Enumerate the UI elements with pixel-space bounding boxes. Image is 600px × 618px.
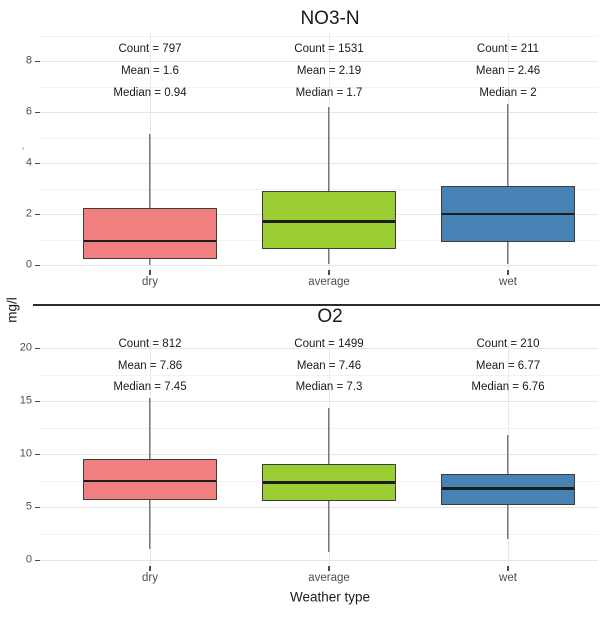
gridline-major xyxy=(40,111,598,113)
gridline-minor xyxy=(40,427,598,429)
y-tick-label: 0 xyxy=(25,553,32,566)
gridline-major xyxy=(40,264,598,266)
annotation-mean-o2-dry: Mean = 7.86 xyxy=(117,359,183,372)
panel-separator-line xyxy=(33,304,600,306)
y-tick-label: 4 xyxy=(25,156,32,169)
boxplot-box-dry xyxy=(83,459,217,500)
y-tick-label: 10 xyxy=(19,447,32,460)
category-label-average: average xyxy=(308,276,350,288)
gridline-minor xyxy=(40,86,598,88)
y-axis-tick xyxy=(34,111,40,113)
y-tick-label: 5 xyxy=(25,500,32,513)
whisker-dry xyxy=(149,133,151,265)
median-line-wet xyxy=(442,212,574,216)
category-label-average: average xyxy=(308,572,350,584)
annotation-count-o2-average: Count = 1499 xyxy=(294,338,364,350)
y-axis-tick xyxy=(34,506,40,508)
panel-title-no3n: NO3-N xyxy=(300,8,360,29)
x-axis-tick xyxy=(149,270,151,275)
boxplot-box-dry xyxy=(83,207,217,260)
x-axis-title: Weather type xyxy=(289,589,371,605)
y-tick-label: 20 xyxy=(19,341,32,354)
gridline-minor xyxy=(40,137,598,139)
gridline-minor xyxy=(40,188,598,190)
gridline-major xyxy=(40,453,598,455)
annotation-median-o2-dry: Median = 7.45 xyxy=(113,381,187,393)
gridline-major xyxy=(40,347,598,349)
median-line-dry xyxy=(84,239,216,243)
gridline-major xyxy=(40,506,598,508)
median-line-wet xyxy=(442,487,574,490)
whisker-wet xyxy=(507,104,509,265)
gridline-minor xyxy=(40,35,598,37)
annotation-median-no3n-wet: Median = 2 xyxy=(479,87,537,99)
x-axis-tick xyxy=(507,270,509,275)
y-tick-label: 8 xyxy=(25,54,32,67)
annotation-count-no3n-wet: Count = 211 xyxy=(476,43,540,55)
x-axis-tick xyxy=(149,566,151,571)
annotation-count-no3n-average: Count = 1531 xyxy=(294,43,364,55)
y-axis-title: mg/l xyxy=(4,297,20,323)
median-line-average xyxy=(263,220,395,223)
gridline-major xyxy=(40,162,598,164)
annotation-median-o2-average: Median = 7.3 xyxy=(295,381,363,393)
y-tick-label: 15 xyxy=(19,394,32,407)
gridline-major xyxy=(40,60,598,62)
median-line-dry xyxy=(84,479,216,483)
y-axis-tick xyxy=(34,264,40,266)
annotation-mean-o2-wet: Mean = 6.77 xyxy=(475,359,541,372)
gridline-major xyxy=(40,400,598,402)
y-axis-tick xyxy=(34,453,40,455)
annotation-median-no3n-average: Median = 1.7 xyxy=(295,87,363,99)
y-axis-tick xyxy=(34,162,40,164)
gridline-major xyxy=(40,559,598,561)
panel-title-o2: O2 xyxy=(317,306,343,327)
annotation-count-o2-dry: Count = 812 xyxy=(118,338,182,350)
gridline-minor xyxy=(40,374,598,376)
category-label-dry: dry xyxy=(142,276,158,288)
whisker-average xyxy=(328,106,330,265)
annotation-count-o2-wet: Count = 210 xyxy=(476,338,540,350)
annotation-count-no3n-dry: Count = 797 xyxy=(118,43,182,55)
annotation-median-o2-wet: Median = 6.76 xyxy=(471,381,545,393)
y-tick-label: 2 xyxy=(25,207,32,220)
y-tick-label: 0 xyxy=(25,258,32,271)
y-axis-tick xyxy=(34,347,40,349)
stray-quote-mark: ' xyxy=(22,146,25,158)
y-axis-tick xyxy=(34,400,40,402)
x-axis-tick xyxy=(328,270,330,275)
gridline-minor xyxy=(40,533,598,535)
median-line-average xyxy=(263,481,395,484)
annotation-mean-no3n-average: Mean = 2.19 xyxy=(296,65,362,77)
y-axis-tick xyxy=(34,213,40,215)
boxplot-box-average xyxy=(262,191,396,250)
annotation-mean-no3n-dry: Mean = 1.6 xyxy=(121,65,179,77)
category-label-wet: wet xyxy=(499,276,517,288)
x-axis-tick xyxy=(507,566,509,571)
category-label-wet: wet xyxy=(499,572,517,584)
y-tick-label: 6 xyxy=(25,105,32,118)
annotation-median-no3n-dry: Median = 0.94 xyxy=(113,87,187,99)
y-axis-tick xyxy=(34,559,40,561)
annotation-mean-o2-average: Mean = 7.46 xyxy=(296,359,362,372)
category-label-dry: dry xyxy=(142,572,158,584)
y-axis-tick xyxy=(34,60,40,62)
x-axis-tick xyxy=(328,566,330,571)
annotation-mean-no3n-wet: Mean = 2.46 xyxy=(475,65,541,77)
